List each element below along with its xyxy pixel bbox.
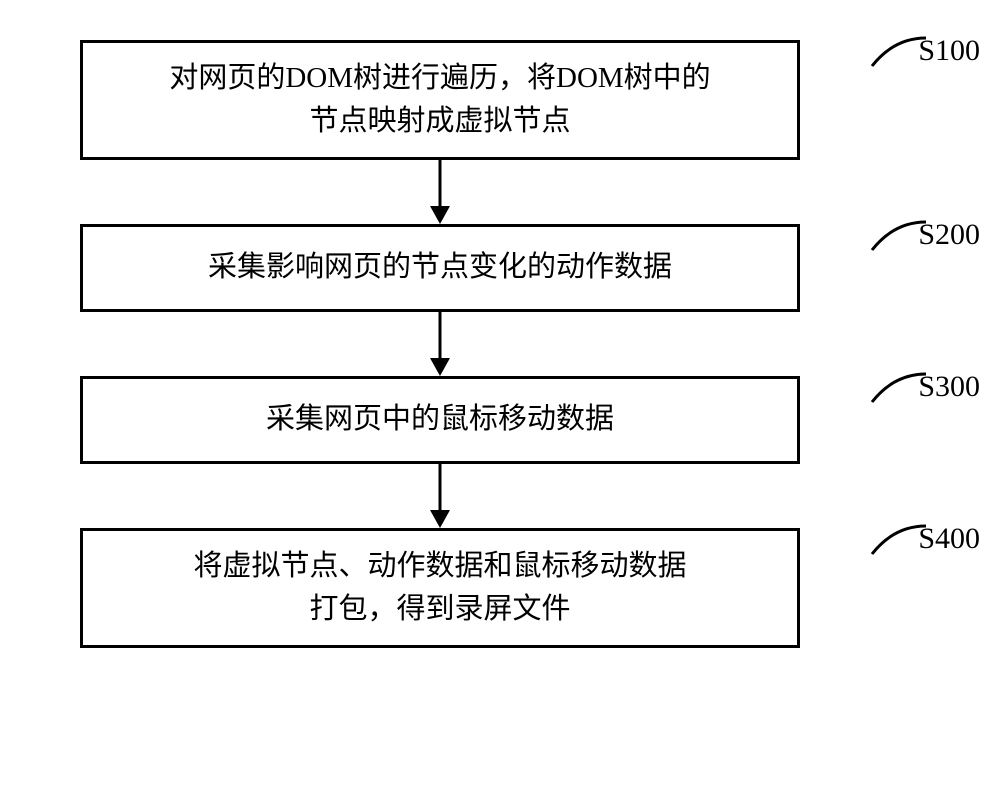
step-text-line2: 打包，得到录屏文件 xyxy=(309,593,570,625)
step-box-s400: 将虚拟节点、动作数据和鼠标移动数据 打包，得到录屏文件 xyxy=(80,528,800,648)
down-arrow-icon xyxy=(426,464,454,528)
step-s100: 对网页的DOM树进行遍历，将DOM树中的 节点映射成虚拟节点 S100 xyxy=(80,40,920,160)
step-text-line1: 采集网页中的鼠标移动数据 xyxy=(266,403,614,435)
step-s300: 采集网页中的鼠标移动数据 S300 xyxy=(80,376,920,464)
down-arrow-icon xyxy=(426,160,454,224)
step-label-s200: S200 xyxy=(918,218,980,252)
step-text: 采集影响网页的节点变化的动作数据 xyxy=(208,246,672,290)
step-s200: 采集影响网页的节点变化的动作数据 S200 xyxy=(80,224,920,312)
down-arrow-icon xyxy=(426,312,454,376)
arrow-connector xyxy=(80,464,800,528)
step-text-line1: 将虚拟节点、动作数据和鼠标移动数据 xyxy=(193,550,686,582)
step-label-s400: S400 xyxy=(918,522,980,556)
step-text-line1: 采集影响网页的节点变化的动作数据 xyxy=(208,251,672,283)
step-box-s100: 对网页的DOM树进行遍历，将DOM树中的 节点映射成虚拟节点 xyxy=(80,40,800,160)
flowchart-diagram: 对网页的DOM树进行遍历，将DOM树中的 节点映射成虚拟节点 S100 采集影响… xyxy=(80,40,920,648)
step-box-s300: 采集网页中的鼠标移动数据 xyxy=(80,376,800,464)
step-text: 采集网页中的鼠标移动数据 xyxy=(266,398,614,442)
step-label-s300: S300 xyxy=(918,370,980,404)
arrow-connector xyxy=(80,160,800,224)
arrow-connector xyxy=(80,312,800,376)
step-label-s100: S100 xyxy=(918,34,980,68)
step-text-line2: 节点映射成虚拟节点 xyxy=(309,105,570,137)
step-box-s200: 采集影响网页的节点变化的动作数据 xyxy=(80,224,800,312)
step-text: 对网页的DOM树进行遍历，将DOM树中的 节点映射成虚拟节点 xyxy=(169,57,710,144)
step-text-line1: 对网页的DOM树进行遍历，将DOM树中的 xyxy=(169,62,710,94)
step-s400: 将虚拟节点、动作数据和鼠标移动数据 打包，得到录屏文件 S400 xyxy=(80,528,920,648)
step-text: 将虚拟节点、动作数据和鼠标移动数据 打包，得到录屏文件 xyxy=(193,545,686,632)
